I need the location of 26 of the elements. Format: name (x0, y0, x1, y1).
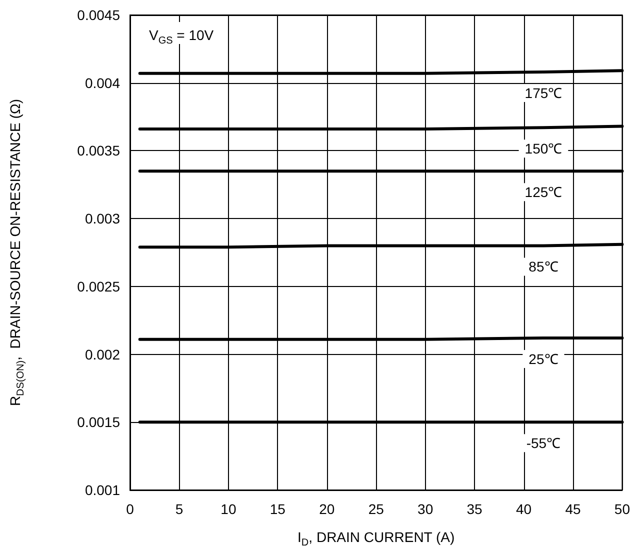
x-tick-label: 10 (220, 501, 236, 517)
y-tick-label: 0.0025 (77, 278, 120, 294)
y-tick-label: 0.0015 (77, 414, 120, 430)
x-tick-label: 20 (319, 501, 335, 517)
x-tick-label: 30 (418, 501, 434, 517)
y-tick-label: 0.0045 (77, 7, 120, 23)
series-label: -55℃ (526, 435, 561, 452)
series-label: 150℃ (524, 140, 562, 157)
y-tick-label: 0.003 (84, 210, 120, 227)
y-tick-label: 0.001 (84, 482, 120, 498)
x-tick-label: 45 (565, 501, 581, 517)
y-tick-label: 0.0035 (77, 142, 120, 159)
series-label: 125℃ (524, 184, 562, 200)
x-tick-label: 5 (175, 501, 184, 517)
series-label: 25℃ (528, 351, 558, 367)
y-axis-title: RDS(ON), DRAIN-SOURCE ON-RESISTANCE (Ω) (7, 98, 26, 406)
series-label: 85℃ (528, 258, 558, 275)
x-tick-label: 25 (368, 501, 384, 517)
x-tick-label: 35 (466, 501, 483, 517)
y-tick-label: 0.004 (84, 74, 120, 91)
series-label: 175℃ (524, 85, 562, 101)
y-tick-label: 0.002 (84, 346, 120, 362)
x-tick-label: 0 (126, 501, 134, 517)
x-tick-label: 15 (270, 501, 286, 517)
x-tick-label: 50 (614, 501, 630, 517)
x-tick-label: 40 (516, 501, 532, 517)
